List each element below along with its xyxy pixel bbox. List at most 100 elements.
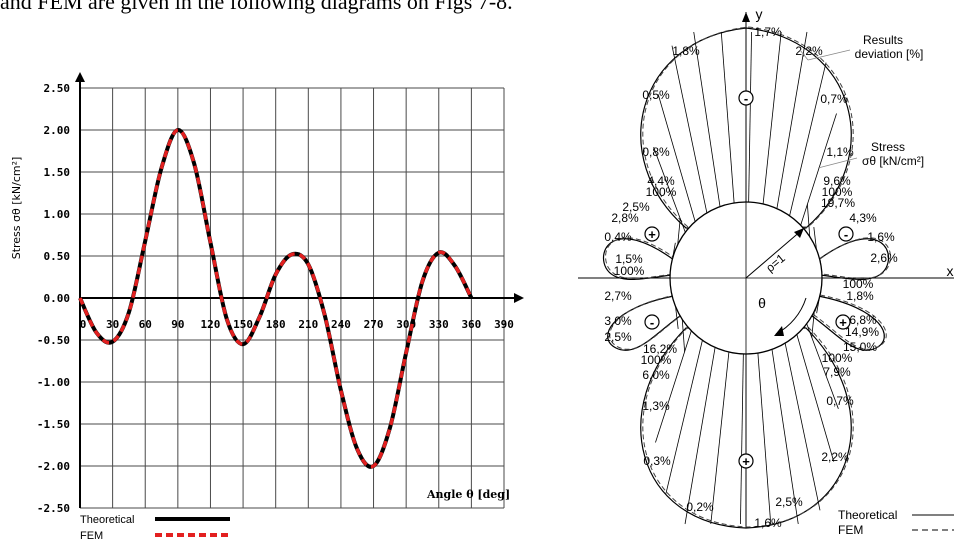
percent-label: 1,6%: [867, 230, 895, 244]
sign-marker: [644, 314, 660, 330]
legend-label: Theoretical: [838, 508, 897, 522]
percent-label: 0,2%: [686, 500, 714, 514]
theta-arrowhead: [774, 326, 784, 336]
y-tick-label: -1.50: [37, 418, 70, 431]
y-tick-label: -2.00: [37, 460, 70, 473]
y-tick-label: 0.50: [44, 250, 71, 263]
lobe-top: [640, 27, 852, 229]
percent-label: 100%: [822, 351, 853, 365]
percent-label: 6,0%: [642, 368, 670, 382]
legend-label: FEM: [80, 530, 103, 541]
percent-label: 15,0%: [843, 340, 877, 354]
percent-label: 2,5%: [604, 330, 632, 344]
percent-label: 1,8%: [672, 44, 700, 58]
header-text: and FEM are given in the following diagr…: [0, 0, 513, 14]
stress-ray: [693, 31, 721, 207]
x-tick-label: 180: [266, 318, 286, 331]
percent-label: 0,7%: [826, 394, 854, 408]
stress-ray: [710, 352, 730, 525]
stress-ray: [796, 334, 835, 462]
annotation-results-leader2: [799, 49, 809, 61]
x-tick-label: 90: [171, 318, 184, 331]
y-tick-label: 1.00: [44, 208, 71, 221]
sign-marker: [835, 314, 851, 330]
percent-label: 9,6%: [823, 174, 851, 188]
x-tick-label: 360: [461, 318, 481, 331]
x-tick-label: 330: [429, 318, 449, 331]
stress-ray: [776, 31, 808, 209]
lobe-right-upper: [817, 238, 890, 280]
percent-label: 0,5%: [642, 88, 670, 102]
y-tick-label: -0.50: [37, 334, 70, 347]
annotation-stress-unit: σθ [kN/cm²]: [862, 154, 924, 168]
stress-ray: [762, 31, 782, 204]
lobe-left-lower-fem: [609, 294, 683, 350]
series-line-fem: [78, 128, 473, 469]
percent-label: 1,7%: [754, 25, 782, 39]
annotation-stress: Stress: [871, 140, 905, 154]
y-axis-label: Stress σθ [kN/cm²]: [10, 157, 23, 260]
percent-label: 0,3%: [643, 454, 671, 468]
lobe-left-upper: [602, 238, 675, 280]
stress-ray: [806, 203, 811, 237]
percent-label: 6,8%: [849, 313, 877, 327]
legend-label: Theoretical: [80, 514, 134, 526]
percent-label: 100%: [843, 277, 874, 291]
sign-label: -: [650, 315, 654, 330]
percent-label: 1,1%: [826, 145, 854, 159]
percent-label: 19,7%: [821, 196, 855, 210]
percent-label: 1,6%: [754, 516, 782, 530]
radius-arrowhead: [794, 228, 804, 238]
x-tick-label: 120: [201, 318, 221, 331]
x-tick-label: 210: [298, 318, 318, 331]
sign-label: +: [648, 227, 656, 242]
percent-label: 2,2%: [795, 44, 823, 58]
stress-ray: [720, 31, 735, 203]
stress-ray: [653, 147, 686, 233]
stress-ray: [740, 353, 744, 525]
x-tick-label: 60: [139, 318, 152, 331]
stress-ray: [771, 349, 799, 525]
percent-label: 2,8%: [611, 211, 639, 225]
percent-label: 2,5%: [775, 495, 803, 509]
annotation-results-unit: deviation [%]: [855, 47, 924, 61]
lobe-right-upper-fem: [819, 237, 891, 279]
percent-label: 16,2%: [643, 342, 677, 356]
y-axis-arrow: [75, 72, 85, 82]
stress-ray: [813, 227, 817, 250]
legend-label: FEM: [838, 523, 863, 537]
sign-marker: [738, 453, 754, 469]
percent-label: 2,6%: [870, 251, 898, 265]
stress-ray: [665, 340, 703, 494]
percent-label: 1,5%: [615, 252, 643, 266]
percent-label: 100%: [641, 353, 672, 367]
lobe-bottom-fem: [642, 326, 854, 528]
annotation-results-leader: [807, 49, 851, 61]
stress-ray: [800, 113, 837, 226]
percent-label: 100%: [614, 264, 645, 278]
x-tick-label: 270: [364, 318, 384, 331]
x-axis-arrow: [514, 293, 524, 303]
x-tick-label: 30: [106, 318, 119, 331]
y-tick-label: -1.00: [37, 376, 70, 389]
y-tick-label: 1.50: [44, 166, 71, 179]
sign-label: -: [844, 227, 848, 242]
percent-label: 1,8%: [846, 289, 874, 303]
annotation-results: Results: [863, 33, 903, 47]
stress-ray: [806, 323, 839, 409]
percent-label: 100%: [822, 185, 853, 199]
percent-label: 4,3%: [849, 211, 877, 225]
y-axis-arrow: [742, 12, 750, 22]
sign-label: +: [742, 454, 750, 469]
lobe-left-upper-fem: [605, 237, 677, 279]
sign-marker: [738, 90, 754, 106]
stress-ray: [684, 347, 716, 525]
percent-label: 7,9%: [823, 365, 851, 379]
sign-marker: [838, 226, 854, 242]
stress-ray: [657, 94, 696, 222]
y-tick-label: 0.00: [44, 292, 71, 305]
sign-label: -: [744, 91, 748, 106]
y-tick-label: -2.50: [37, 502, 70, 515]
